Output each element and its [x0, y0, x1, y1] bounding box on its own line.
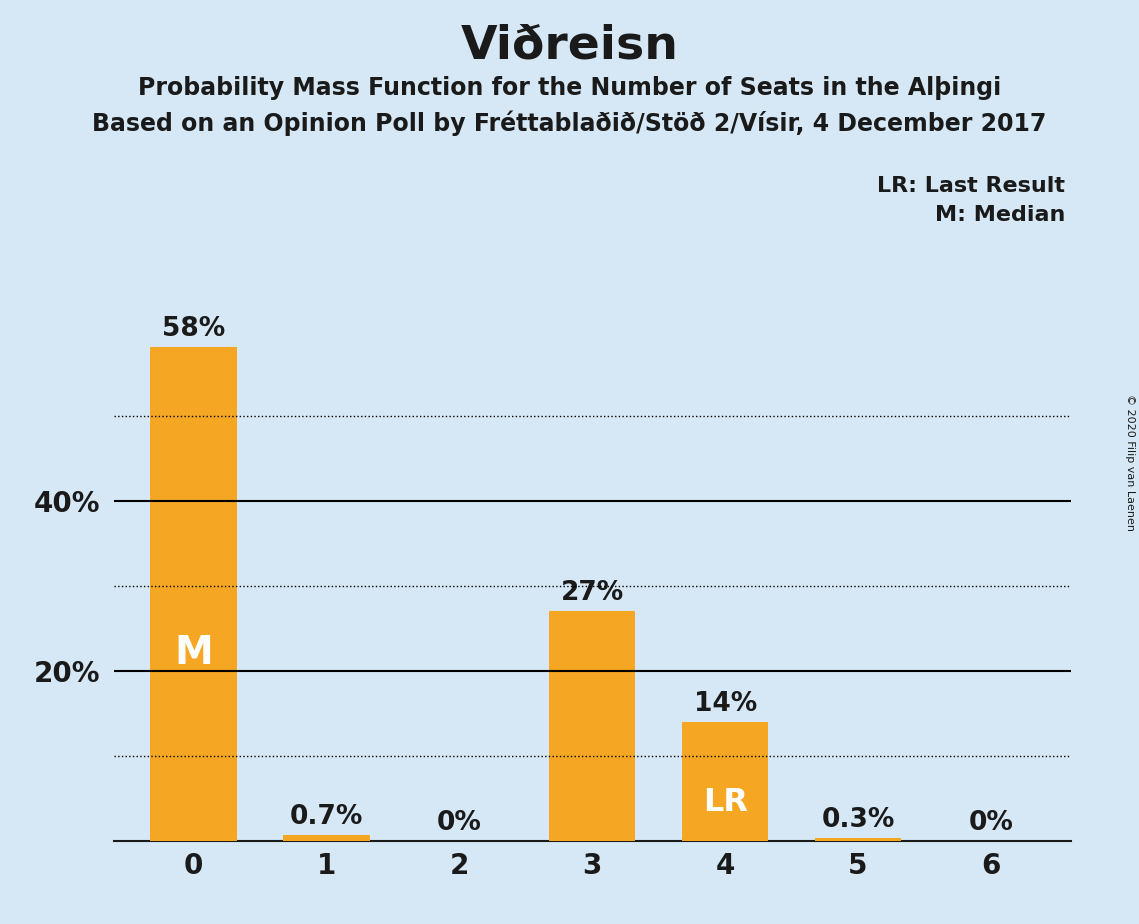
Text: LR: LR	[703, 787, 747, 819]
Bar	[814, 838, 901, 841]
Bar	[549, 611, 636, 841]
Bar	[284, 835, 370, 841]
Text: 0.3%: 0.3%	[821, 808, 895, 833]
Text: 0.7%: 0.7%	[289, 804, 363, 830]
Bar	[150, 347, 237, 841]
Text: M: M	[174, 635, 213, 673]
Text: 27%: 27%	[560, 580, 624, 606]
Text: © 2020 Filip van Laenen: © 2020 Filip van Laenen	[1125, 394, 1134, 530]
Text: LR: Last Result: LR: Last Result	[877, 176, 1065, 196]
Bar	[682, 722, 769, 841]
Text: 14%: 14%	[694, 690, 756, 717]
Text: M: Median: M: Median	[935, 205, 1065, 225]
Text: 0%: 0%	[968, 809, 1014, 835]
Text: 0%: 0%	[437, 809, 482, 835]
Text: Probability Mass Function for the Number of Seats in the Alþingi: Probability Mass Function for the Number…	[138, 76, 1001, 100]
Text: Based on an Opinion Poll by Fréttablaðið/Stöð 2/Vísir, 4 December 2017: Based on an Opinion Poll by Fréttablaðið…	[92, 111, 1047, 137]
Text: 58%: 58%	[162, 316, 226, 343]
Text: Viðreisn: Viðreisn	[460, 23, 679, 68]
